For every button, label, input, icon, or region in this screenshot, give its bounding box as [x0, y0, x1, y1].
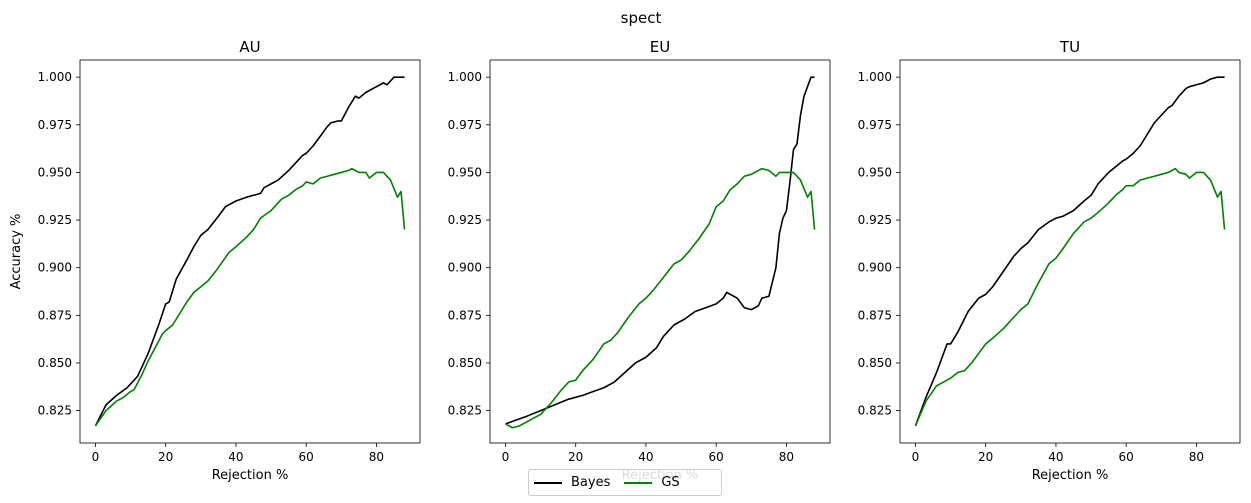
y-tick-label: 0.900	[858, 261, 892, 275]
subplot-title-eu: EU	[650, 38, 670, 56]
legend-label-bayes: Bayes	[571, 475, 611, 490]
x-axis-label: Rejection %	[212, 468, 289, 483]
y-tick-label: 0.950	[858, 165, 892, 179]
y-tick-label: 0.875	[38, 308, 72, 322]
x-tick-label: 20	[158, 450, 173, 464]
y-tick-label: 1.000	[38, 70, 72, 84]
y-tick-label: 0.950	[448, 165, 482, 179]
y-tick-label: 0.975	[38, 118, 72, 132]
y-tick-label: 0.850	[38, 356, 72, 370]
x-tick-label: 60	[299, 450, 314, 464]
x-tick-label: 20	[568, 450, 583, 464]
figure-suptitle: spect	[621, 9, 662, 27]
series-line-gs	[505, 167, 816, 429]
y-tick-label: 0.925	[448, 213, 482, 227]
axes-frame	[79, 59, 421, 444]
y-tick-label: 1.000	[858, 70, 892, 84]
subplot-title-au: AU	[239, 38, 260, 56]
x-tick-label: 0	[912, 450, 920, 464]
legend-item-bayes: Bayes	[534, 475, 610, 490]
y-tick-label: 0.850	[448, 356, 482, 370]
y-tick-label: 0.825	[38, 404, 72, 418]
x-tick-label: 20	[978, 450, 993, 464]
subplot-tu: TU 0 20 40 60 80 0.825 0.850 0.875 0.900 0.925 0.95…	[858, 38, 1241, 483]
x-tick-label: 80	[369, 450, 384, 464]
series-line-bayes	[505, 76, 815, 425]
y-tick-label: 0.900	[448, 261, 482, 275]
x-tick-label: 0	[92, 450, 100, 464]
y-tick-label: 0.975	[858, 118, 892, 132]
x-tick-label: 80	[779, 450, 794, 464]
legend-label-gs: GS	[661, 475, 680, 490]
x-tick-label: 60	[709, 450, 724, 464]
y-tick-label: 0.850	[858, 356, 892, 370]
axes-frame	[489, 59, 831, 444]
y-tick-label: 0.950	[38, 165, 72, 179]
y-tick-label: 0.875	[858, 308, 892, 322]
series-line-gs	[94, 167, 406, 427]
subplot-title-tu: TU	[1059, 38, 1080, 56]
x-tick-label: 0	[502, 450, 510, 464]
legend: Bayes GS	[528, 469, 722, 496]
subplot-eu: EU 0 20 40 60 80 0.825 0.850 0.875 0.900 0.925 0.95…	[448, 38, 831, 483]
y-tick-label: 1.000	[448, 70, 482, 84]
subplot-au: AU 0 20 40 60 80 0.825 0.850 0.875 0.900 0.925 0.95…	[9, 38, 421, 483]
x-tick-label: 40	[638, 450, 653, 464]
legend-swatch-gs	[624, 481, 653, 484]
x-tick-label: 40	[1048, 450, 1063, 464]
series-line-gs	[914, 167, 1226, 427]
y-tick-label: 0.925	[38, 213, 72, 227]
x-tick-label: 80	[1189, 450, 1204, 464]
y-tick-label: 0.900	[38, 261, 72, 275]
x-axis-label: Rejection %	[1032, 468, 1109, 483]
x-tick-label: 60	[1119, 450, 1134, 464]
legend-swatch-bayes	[534, 481, 562, 484]
y-tick-label: 0.825	[448, 404, 482, 418]
series-line-bayes	[94, 76, 405, 427]
y-tick-label: 0.925	[858, 213, 892, 227]
axes-frame	[899, 59, 1241, 444]
x-tick-label: 40	[228, 450, 243, 464]
series-line-bayes	[914, 76, 1225, 427]
subplot-panels: AU 0 20 40 60 80 0.825 0.850 0.875 0.900 0.925 0.95…	[9, 38, 1241, 483]
y-tick-label: 0.825	[858, 404, 892, 418]
y-tick-label: 0.875	[448, 308, 482, 322]
legend-item-gs: GS	[624, 475, 680, 490]
y-axis-label: Accuracy %	[9, 214, 24, 290]
y-tick-label: 0.975	[448, 118, 482, 132]
